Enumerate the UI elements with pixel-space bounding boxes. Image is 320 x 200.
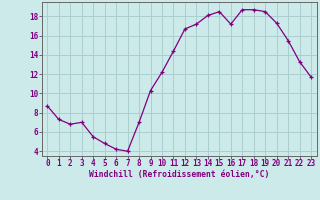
X-axis label: Windchill (Refroidissement éolien,°C): Windchill (Refroidissement éolien,°C) bbox=[89, 170, 269, 179]
